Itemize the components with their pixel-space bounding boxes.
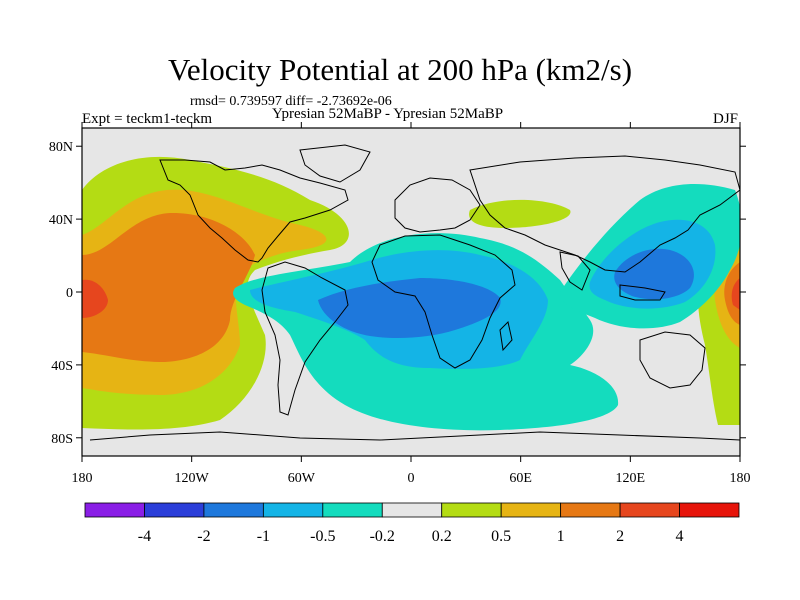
africa-negative-1-region <box>318 278 501 338</box>
lat-label: 40N <box>49 213 73 228</box>
madagascar-coast <box>499 321 513 352</box>
colorbar-label: 1 <box>557 528 565 545</box>
experiment-label: Expt = teckm1-teckm <box>82 111 213 127</box>
colorbar-label: -2 <box>197 528 210 545</box>
colorbar-label: -4 <box>138 528 151 545</box>
colorbar-swatch <box>560 502 621 518</box>
antarctica-coast <box>89 431 740 441</box>
india-coast <box>559 251 591 291</box>
asia-coast <box>469 155 740 273</box>
colorbar-swatch <box>679 502 740 518</box>
mediterranean-positive-region <box>469 199 571 228</box>
lat-label: 40S <box>51 359 73 374</box>
pacific-positive-2-region <box>82 279 108 318</box>
africa-coast <box>371 234 516 369</box>
colorbar-label: -0.5 <box>310 528 335 545</box>
lon-label: 60W <box>288 471 316 486</box>
latitude-axis: 80N 40N 0 40S 80S <box>49 140 746 447</box>
south-america-coast <box>261 261 349 416</box>
lat-label: 80S <box>51 432 73 447</box>
pacific-positive-1-region <box>82 212 255 362</box>
colorbar-label: 2 <box>616 528 624 545</box>
plot-title: Velocity Potential at 200 hPa (km2/s) <box>167 52 633 87</box>
colorbar-label: -0.2 <box>370 528 395 545</box>
colorbar-swatch <box>619 502 680 518</box>
subtitle: Ypresian 52MaBP - Ypresian 52MaBP <box>272 106 504 122</box>
southeast-asia-coast <box>619 284 666 301</box>
lat-label: 80N <box>49 140 73 155</box>
lon-label: 0 <box>408 471 415 486</box>
season-label: DJF <box>713 111 739 127</box>
lon-label: 120W <box>175 471 210 486</box>
colorbar-swatch <box>84 502 145 518</box>
colorbar-label: -1 <box>257 528 270 545</box>
colorbar-swatch <box>203 502 264 518</box>
lon-label: 60E <box>509 471 532 486</box>
lat-label: 0 <box>66 286 73 301</box>
colorbar-label: 4 <box>676 528 684 545</box>
colorbar-label: 0.5 <box>491 528 511 545</box>
greenland-coast <box>299 144 371 183</box>
europe-coast <box>394 177 481 233</box>
lon-label: 180 <box>730 471 751 486</box>
stats-text: rmsd= 0.739597 diff= -2.73692e-06 <box>190 94 392 109</box>
longitude-axis: 180 120W 60W 0 60E 120E 180 <box>72 122 751 486</box>
australia-coast <box>639 331 706 389</box>
coastlines <box>89 144 740 441</box>
lon-label: 180 <box>72 471 93 486</box>
colorbar-label: 0.2 <box>432 528 452 545</box>
colorbar-swatch <box>500 502 562 518</box>
colorbar-swatch <box>144 502 205 518</box>
contour-field <box>82 128 740 456</box>
colorbar-swatch <box>322 502 383 518</box>
colorbar-swatch <box>441 502 502 518</box>
lon-label: 120E <box>616 471 646 486</box>
east-pacific-positive-2-region <box>731 278 740 310</box>
colorbar: -4 -2 -1 -0.5 -0.2 0.2 0.5 1 2 4 <box>84 502 740 545</box>
colorbar-swatch <box>381 502 443 518</box>
north-america-coast <box>159 159 349 263</box>
colorbar-swatch <box>262 502 324 518</box>
